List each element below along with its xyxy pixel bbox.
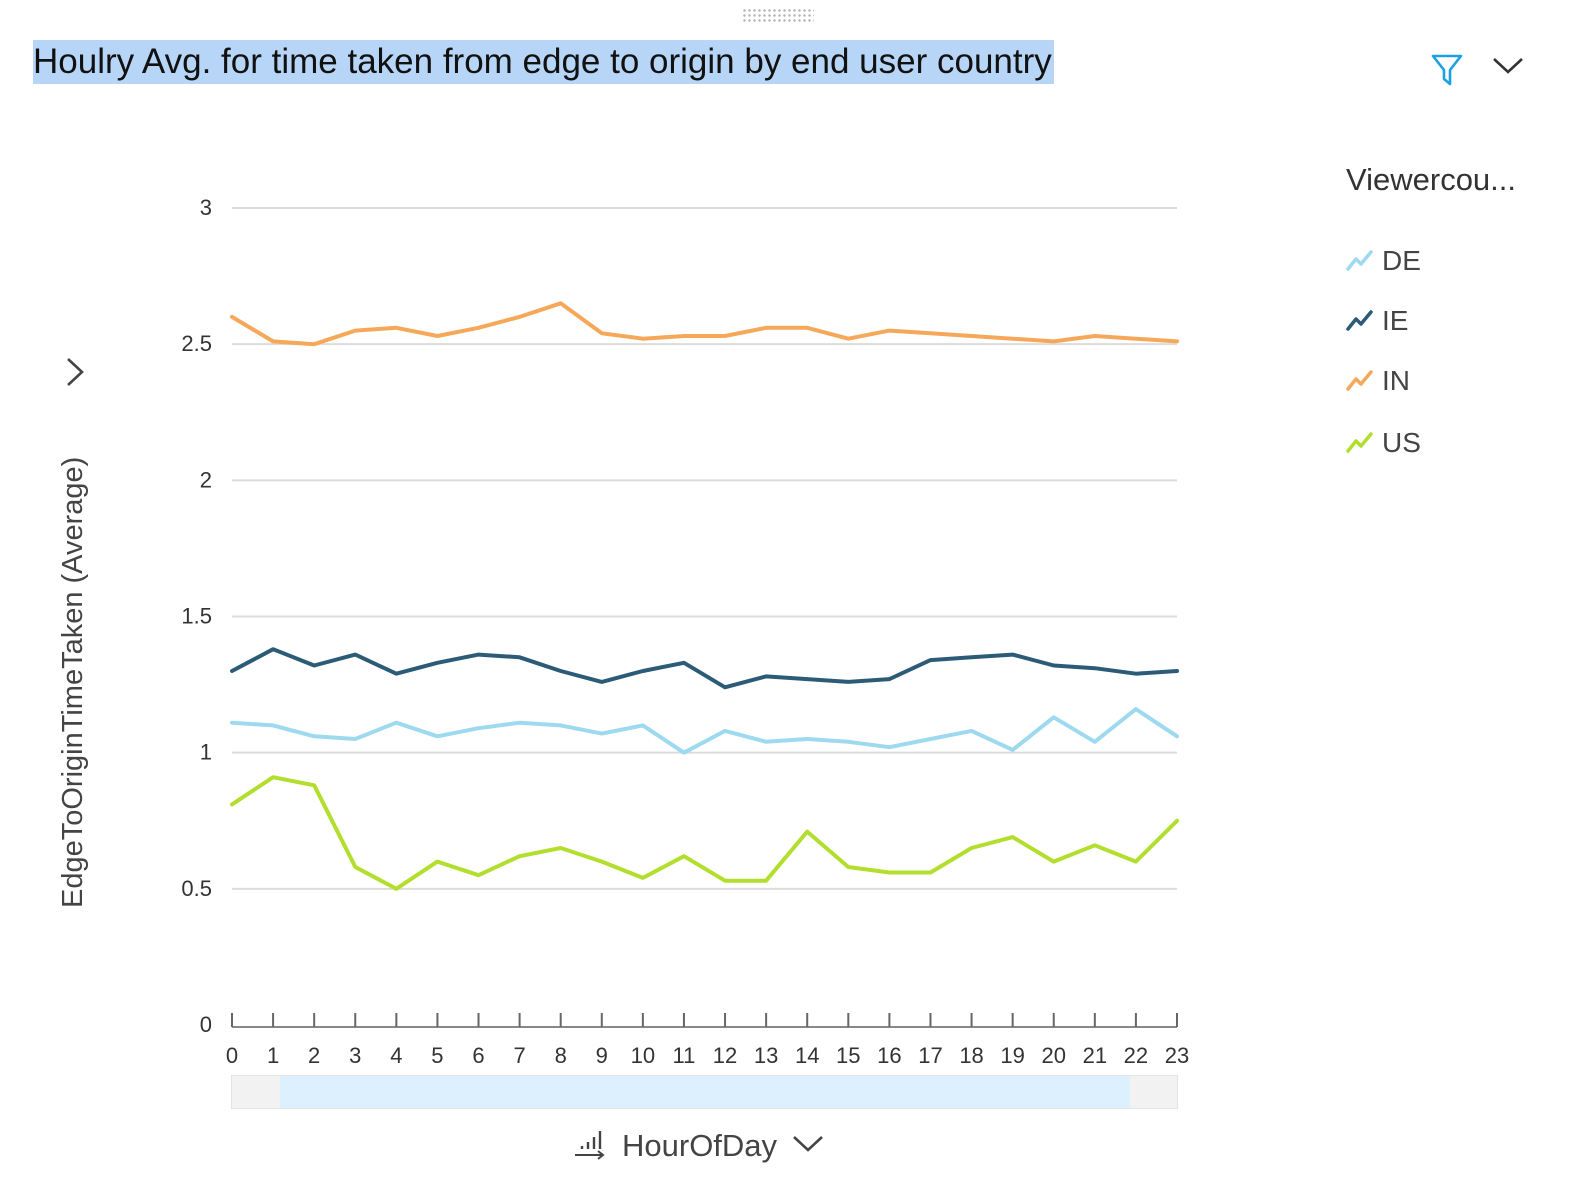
x-tick-label: 17 [918,1043,942,1068]
series-line-ie[interactable] [230,647,1179,690]
scrollbar-thumb[interactable] [280,1076,1130,1108]
x-tick-label: 0 [226,1043,238,1068]
x-tick-label: 1 [267,1043,279,1068]
x-tick-label: 10 [631,1043,655,1068]
sort-icon [572,1127,606,1166]
line-series-icon [1346,432,1373,453]
x-tick-label: 16 [877,1043,901,1068]
filter-icon[interactable] [1428,50,1466,88]
chevron-down-icon[interactable] [1490,50,1526,82]
line-series-icon [1346,370,1373,391]
x-tick-label: 23 [1165,1043,1189,1068]
panel-drag-handle[interactable] [742,8,814,22]
legend-title: Viewercou... [1346,162,1517,197]
x-tick-label: 4 [390,1043,402,1068]
x-tick-label: 9 [596,1043,608,1068]
x-axis-field-selector[interactable]: HourOfDay [572,1124,825,1168]
x-tick-label: 6 [472,1043,484,1068]
y-tick-label: 3 [200,195,212,220]
series-line-de[interactable] [230,707,1179,755]
series-line-us[interactable] [230,775,1179,891]
y-tick-label: 0 [200,1012,212,1037]
x-tick-label: 13 [754,1043,778,1068]
legend-item-label: IE [1382,305,1409,336]
gridlines [232,207,1177,890]
legend-item-label: DE [1382,245,1421,276]
legend-item-label: US [1382,427,1421,458]
x-tick-label: 5 [431,1043,443,1068]
x-axis-field-label: HourOfDay [622,1128,778,1163]
line-series-icon [1346,250,1373,271]
x-tick-label: 20 [1041,1043,1065,1068]
x-tick-label: 3 [349,1043,361,1068]
legend-item-label: IN [1382,365,1410,396]
chevron-down-icon [791,1131,825,1162]
legend-item-de[interactable]: DE [1346,244,1421,278]
x-tick-label: 21 [1083,1043,1107,1068]
x-axis-range-scrollbar[interactable] [231,1075,1178,1109]
x-axis: 0 1 2 3 4 5 6 7 8 9 10 11 12 13 14 15 16 17 18 19 20 21 22 23 [226,1013,1189,1068]
legend-item-in[interactable]: IN [1346,364,1410,398]
y-axis-title[interactable]: EdgeToOriginTimeTaken (Average) [57,456,89,908]
x-tick-label: 11 [673,1043,696,1068]
x-tick-label: 7 [513,1043,525,1068]
y-tick-label: 2.5 [181,331,212,356]
chevron-right-icon[interactable] [60,356,90,388]
x-tick-label: 8 [555,1043,567,1068]
x-tick-label: 19 [1000,1043,1024,1068]
x-tick-label: 14 [795,1043,819,1068]
x-tick-label: 18 [959,1043,983,1068]
series-line-in[interactable] [230,301,1179,347]
line-series-icon [1346,310,1373,331]
y-tick-label: 2 [200,467,212,492]
legend-item-ie[interactable]: IE [1346,304,1408,338]
y-tick-label: 1.5 [181,604,212,629]
x-tick-label: 2 [308,1043,320,1068]
y-tick-label: 0.5 [181,876,212,901]
series-lines [230,301,1179,891]
legend-item-us[interactable]: US [1346,426,1421,460]
y-tick-label: 1 [200,740,212,765]
chart-title[interactable]: Houlry Avg. for time taken from edge to … [33,40,1054,84]
y-axis-ticks: 0 0.5 1 1.5 2 2.5 3 [181,195,212,1037]
x-tick-label: 12 [713,1043,737,1068]
x-tick-label: 22 [1124,1043,1148,1068]
x-tick-label: 15 [836,1043,860,1068]
